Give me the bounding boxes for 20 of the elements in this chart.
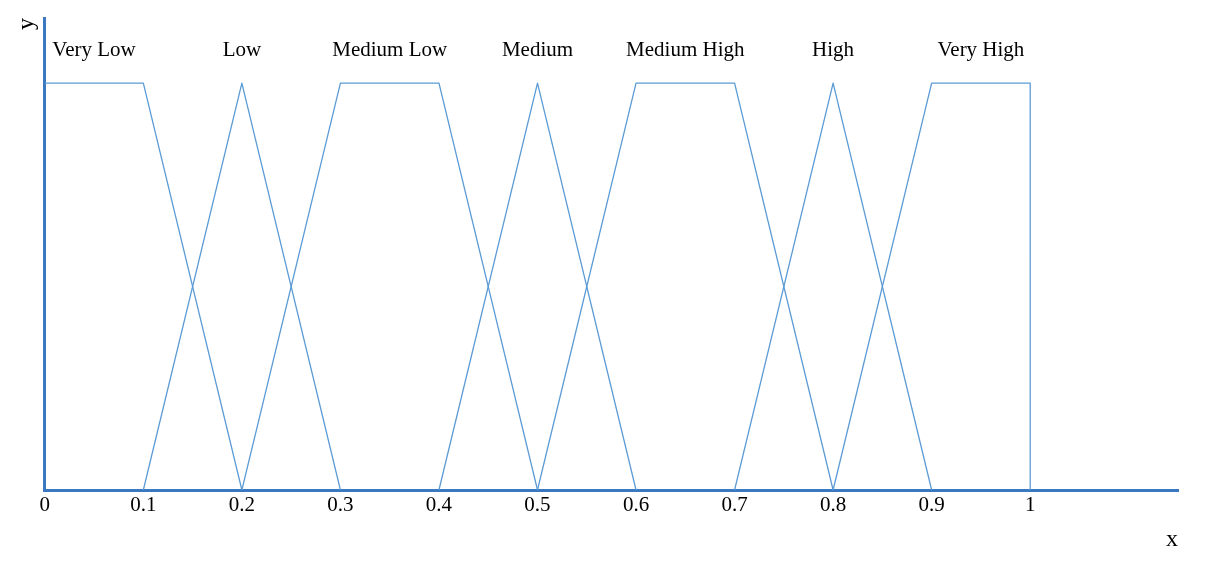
series-label: Very Low bbox=[52, 37, 137, 62]
x-tick-label: 0.7 bbox=[721, 492, 748, 517]
series-label: High bbox=[812, 37, 855, 62]
x-tick-label: 0.1 bbox=[130, 492, 157, 517]
y-axis-title: y bbox=[11, 18, 38, 30]
x-tick-label: 0.3 bbox=[327, 492, 354, 517]
series-label: Low bbox=[222, 37, 262, 62]
x-tick-label: 0.2 bbox=[228, 492, 255, 517]
x-tick-label: 0.9 bbox=[918, 492, 945, 517]
x-tick-label: 1 bbox=[1024, 492, 1036, 517]
x-tick-label: 0.5 bbox=[524, 492, 551, 517]
x-tick-label: 0.6 bbox=[622, 492, 650, 517]
x-tick-label: 0.8 bbox=[819, 492, 847, 517]
x-tick-label: 0.4 bbox=[425, 492, 453, 517]
series-label: Medium Low bbox=[332, 37, 448, 62]
series-label: Medium bbox=[501, 37, 574, 62]
x-axis-title: x bbox=[1166, 524, 1178, 551]
x-tick-label: 0 bbox=[39, 492, 51, 517]
series-label: Medium High bbox=[626, 37, 746, 62]
series-label: Very High bbox=[937, 37, 1025, 62]
